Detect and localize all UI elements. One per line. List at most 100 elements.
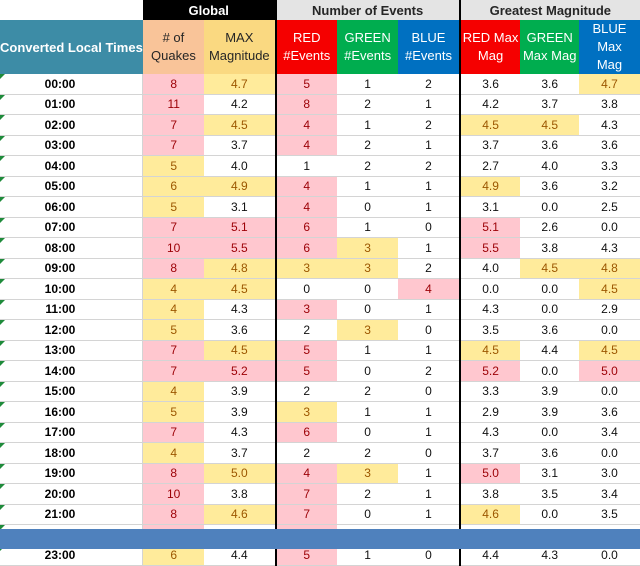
cell-blue-mag[interactable]: 5.0 <box>578 360 640 382</box>
cell-blue-mag[interactable]: 3.4 <box>578 422 640 443</box>
time-cell[interactable]: 10:00 <box>0 278 144 300</box>
cell-blue-mag[interactable]: 3.3 <box>578 155 640 177</box>
cell-red-mag[interactable]: 4.5 <box>459 114 521 136</box>
cell-green-mag[interactable]: 0.0 <box>520 196 579 218</box>
time-cell[interactable]: 21:00 <box>0 504 144 525</box>
cell-green-ev[interactable]: 1 <box>336 401 399 423</box>
cell-quakes[interactable]: 5 <box>142 319 205 341</box>
cell-blue-ev[interactable]: 1 <box>398 135 461 156</box>
cell-green-ev[interactable]: 2 <box>336 155 399 177</box>
cell-red-ev[interactable]: 3 <box>274 258 337 279</box>
cell-blue-mag[interactable]: 2.9 <box>578 299 640 320</box>
cell-green-mag[interactable]: 3.7 <box>520 94 579 115</box>
cell-red-mag[interactable]: 5.0 <box>459 463 521 484</box>
cell-quakes[interactable]: 4 <box>142 381 205 402</box>
time-cell[interactable]: 18:00 <box>0 442 144 464</box>
cell-max[interactable]: 4.8 <box>204 258 276 279</box>
time-cell[interactable]: 12:00 <box>0 319 144 341</box>
time-cell[interactable]: 08:00 <box>0 237 144 259</box>
cell-quakes[interactable]: 7 <box>142 422 205 443</box>
cell-green-mag[interactable]: 4.5 <box>520 114 579 136</box>
cell-blue-ev[interactable]: 1 <box>398 463 461 484</box>
cell-green-mag[interactable]: 3.9 <box>520 381 579 402</box>
cell-blue-mag[interactable]: 3.4 <box>578 483 640 505</box>
cell-blue-ev[interactable]: 2 <box>398 74 461 95</box>
cell-quakes[interactable]: 4 <box>142 278 205 300</box>
cell-blue-ev[interactable]: 1 <box>398 94 461 115</box>
cell-green-ev[interactable]: 0 <box>336 360 399 382</box>
cell-green-mag[interactable]: 4.5 <box>520 258 579 279</box>
cell-red-mag[interactable]: 3.1 <box>459 196 521 218</box>
cell-blue-ev[interactable]: 1 <box>398 401 461 423</box>
cell-green-mag[interactable]: 0.0 <box>520 504 579 525</box>
cell-green-mag[interactable]: 3.9 <box>520 401 579 423</box>
cell-quakes[interactable]: 5 <box>142 401 205 423</box>
cell-red-mag[interactable]: 4.2 <box>459 94 521 115</box>
time-cell[interactable]: 06:00 <box>0 196 144 218</box>
cell-green-mag[interactable]: 3.6 <box>520 176 579 197</box>
cell-quakes[interactable]: 7 <box>142 360 205 382</box>
cell-red-ev[interactable]: 4 <box>274 463 337 484</box>
cell-green-ev[interactable]: 1 <box>336 114 399 136</box>
cell-blue-ev[interactable]: 2 <box>398 155 461 177</box>
cell-blue-ev[interactable]: 1 <box>398 340 461 361</box>
cell-blue-ev[interactable]: 1 <box>398 299 461 320</box>
cell-green-mag[interactable]: 0.0 <box>520 360 579 382</box>
time-cell[interactable]: 13:00 <box>0 340 144 361</box>
cell-green-ev[interactable]: 1 <box>336 176 399 197</box>
time-cell[interactable]: 11:00 <box>0 299 144 320</box>
time-cell[interactable]: 01:00 <box>0 94 144 115</box>
time-cell[interactable]: 20:00 <box>0 483 144 505</box>
cell-quakes[interactable]: 4 <box>142 299 205 320</box>
cell-red-mag[interactable]: 3.8 <box>459 483 521 505</box>
time-cell[interactable]: 00:00 <box>0 74 144 95</box>
cell-blue-mag[interactable]: 3.8 <box>578 94 640 115</box>
cell-green-ev[interactable]: 2 <box>336 94 399 115</box>
cell-blue-ev[interactable]: 0 <box>398 381 461 402</box>
time-cell[interactable]: 09:00 <box>0 258 144 279</box>
cell-red-mag[interactable]: 4.5 <box>459 340 521 361</box>
cell-blue-ev[interactable]: 1 <box>398 196 461 218</box>
cell-red-mag[interactable]: 3.3 <box>459 381 521 402</box>
cell-red-ev[interactable]: 7 <box>274 483 337 505</box>
cell-green-mag[interactable]: 3.6 <box>520 74 579 95</box>
time-cell[interactable]: 03:00 <box>0 135 144 156</box>
cell-quakes[interactable]: 6 <box>142 176 205 197</box>
cell-blue-mag[interactable]: 2.5 <box>578 196 640 218</box>
cell-green-ev[interactable]: 3 <box>336 319 399 341</box>
cell-red-ev[interactable]: 0 <box>274 278 337 300</box>
cell-blue-ev[interactable]: 1 <box>398 504 461 525</box>
cell-red-mag[interactable]: 3.7 <box>459 135 521 156</box>
cell-red-ev[interactable]: 8 <box>274 94 337 115</box>
cell-blue-mag[interactable]: 4.5 <box>578 340 640 361</box>
cell-quakes[interactable]: 8 <box>142 74 205 95</box>
cell-green-ev[interactable]: 0 <box>336 278 399 300</box>
cell-max[interactable]: 3.9 <box>204 381 276 402</box>
cell-red-ev[interactable]: 3 <box>274 401 337 423</box>
cell-quakes[interactable]: 8 <box>142 258 205 279</box>
cell-max[interactable]: 5.1 <box>204 217 276 238</box>
cell-quakes[interactable]: 10 <box>142 483 205 505</box>
cell-max[interactable]: 4.6 <box>204 504 276 525</box>
cell-red-ev[interactable]: 4 <box>274 135 337 156</box>
cell-red-mag[interactable]: 3.7 <box>459 442 521 464</box>
time-cell[interactable]: 04:00 <box>0 155 144 177</box>
cell-blue-mag[interactable]: 4.5 <box>578 278 640 300</box>
cell-green-mag[interactable]: 0.0 <box>520 278 579 300</box>
cell-max[interactable]: 4.5 <box>204 278 276 300</box>
cell-red-ev[interactable]: 2 <box>274 319 337 341</box>
cell-green-ev[interactable]: 0 <box>336 196 399 218</box>
cell-red-ev[interactable]: 3 <box>274 299 337 320</box>
cell-max[interactable]: 4.0 <box>204 155 276 177</box>
cell-blue-mag[interactable]: 3.2 <box>578 176 640 197</box>
cell-red-ev[interactable]: 6 <box>274 217 337 238</box>
cell-blue-mag[interactable]: 4.8 <box>578 258 640 279</box>
cell-blue-mag[interactable]: 3.5 <box>578 504 640 525</box>
cell-green-mag[interactable]: 3.5 <box>520 483 579 505</box>
cell-green-mag[interactable]: 2.6 <box>520 217 579 238</box>
cell-quakes[interactable]: 10 <box>142 237 205 259</box>
time-cell[interactable]: 19:00 <box>0 463 144 484</box>
cell-red-mag[interactable]: 4.3 <box>459 422 521 443</box>
cell-max[interactable]: 4.3 <box>204 422 276 443</box>
cell-blue-mag[interactable]: 0.0 <box>578 319 640 341</box>
